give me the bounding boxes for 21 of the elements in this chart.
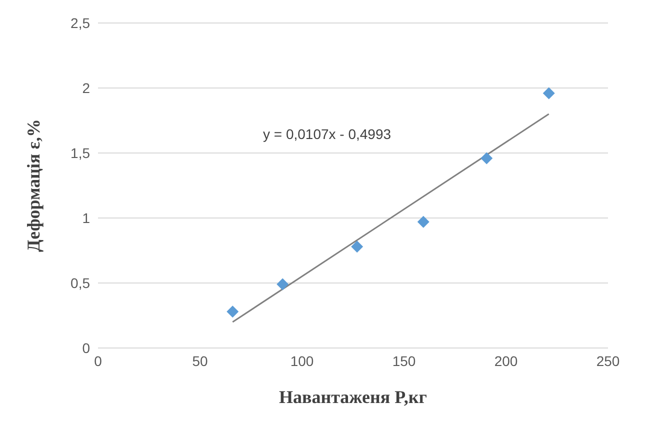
point: [417, 216, 430, 228]
annotation: y = 0,0107x - 0,4993: [263, 126, 392, 142]
y-tick-label: 1,5: [70, 144, 90, 161]
x-axis-title: Навантаженя P,кг: [279, 387, 427, 407]
point: [542, 87, 555, 100]
x-tick-label: 250: [596, 352, 620, 369]
point: [351, 240, 364, 253]
x-tick-label: 100: [290, 352, 314, 369]
y-axis-title: Деформація ε,%: [23, 119, 44, 252]
y-tick-label: 1: [82, 210, 90, 226]
y-tick-label: 0: [82, 340, 90, 356]
x-tick-label: 0: [94, 352, 102, 369]
point: [480, 152, 493, 164]
y-tick-label: 2: [82, 80, 90, 96]
y-tick-label: 2,5: [70, 14, 90, 31]
y-tick-label: 0,5: [70, 274, 90, 291]
x-tick-label: 50: [192, 352, 208, 369]
x-tick-label: 200: [494, 352, 518, 369]
x-tick-label: 150: [392, 352, 416, 369]
point: [226, 306, 239, 318]
point: [276, 278, 289, 290]
